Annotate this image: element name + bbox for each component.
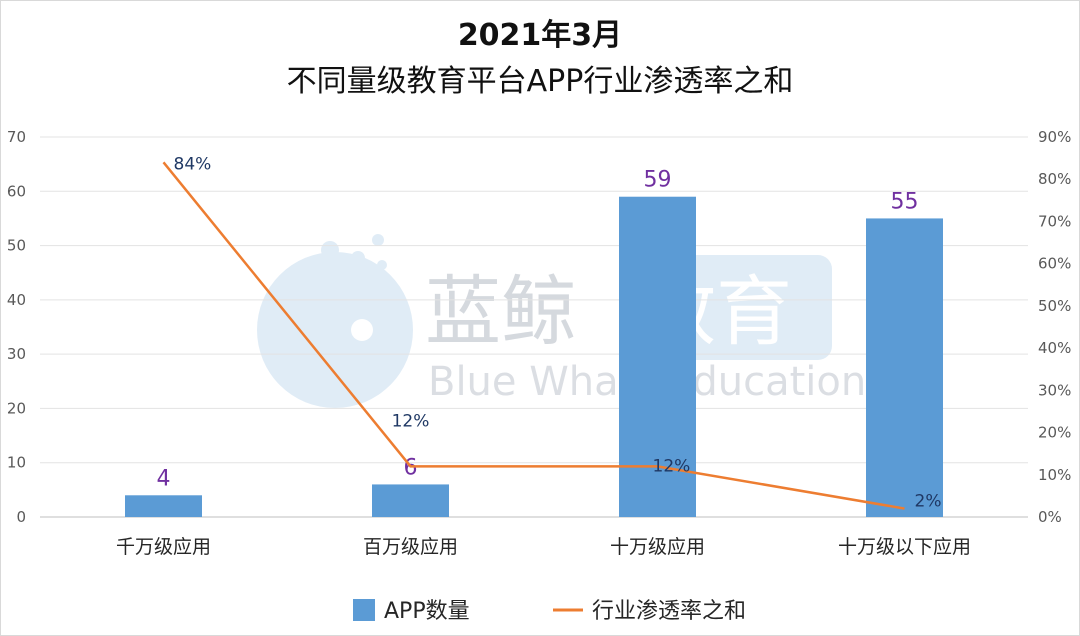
y-left-tick-label: 70: [7, 128, 26, 146]
y-axis-left: 0 10 20 30 40 50 60 70: [7, 128, 26, 526]
y-right-tick-label: 0%: [1038, 508, 1062, 526]
watermark-drop: [377, 260, 387, 270]
y-right-tick-label: 80%: [1038, 170, 1071, 188]
chart-title: 2021年3月: [457, 18, 623, 53]
y-right-tick-label: 20%: [1038, 424, 1071, 442]
y-right-tick-label: 50%: [1038, 297, 1071, 315]
line-data-label: 12%: [392, 411, 430, 431]
y-right-tick-label: 40%: [1038, 339, 1071, 357]
legend-bar-label: APP数量: [384, 599, 470, 624]
bar: [619, 196, 696, 517]
y-right-tick-label: 10%: [1038, 466, 1071, 484]
x-category-label: 千万级应用: [116, 536, 211, 558]
watermark-text-cn: 蓝鲸: [425, 267, 577, 356]
x-category-label: 百万级应用: [363, 536, 458, 558]
watermark-drop: [372, 234, 384, 246]
gridlines: [40, 136, 1028, 518]
watermark: 蓝鲸 教育 Blue Whale Education: [257, 234, 866, 408]
watermark-drop: [351, 251, 365, 265]
bar-data-label: 59: [644, 168, 672, 193]
bar-data-label: 55: [891, 189, 919, 214]
watermark-whale-icon: [257, 252, 413, 408]
legend: APP数量 行业渗透率之和: [353, 599, 746, 624]
line-data-label: 84%: [174, 154, 212, 174]
x-category-label: 十万级应用: [610, 536, 705, 558]
y-axis-right: 0% 10% 20% 30% 40% 50% 60% 70% 80% 90%: [1038, 128, 1071, 526]
bar: [125, 495, 202, 517]
legend-bar-swatch: [353, 599, 375, 621]
legend-line-label: 行业渗透率之和: [592, 599, 746, 624]
y-left-tick-label: 50: [7, 237, 26, 255]
y-right-tick-label: 90%: [1038, 128, 1071, 146]
y-right-tick-label: 60%: [1038, 255, 1071, 273]
x-axis: 千万级应用 百万级应用 十万级应用 十万级以下应用: [116, 536, 971, 558]
line-data-label: 2%: [915, 492, 942, 512]
y-left-tick-label: 0: [16, 508, 26, 526]
y-left-tick-label: 10: [7, 454, 26, 472]
y-left-tick-label: 20: [7, 399, 26, 417]
y-left-tick-label: 30: [7, 345, 26, 363]
y-right-tick-label: 70%: [1038, 212, 1071, 230]
bar: [372, 484, 449, 517]
y-left-tick-label: 40: [7, 291, 26, 309]
series-line: [162, 161, 905, 510]
x-category-label: 十万级以下应用: [838, 536, 971, 558]
watermark-whale-eye: [351, 319, 373, 341]
line-series: 84% 12% 12% 2%: [162, 154, 942, 512]
bar: [866, 218, 943, 517]
chart-subtitle: 不同量级教育平台APP行业渗透率之和: [286, 64, 794, 99]
line-data-label: 12%: [653, 456, 691, 476]
y-left-tick-label: 60: [7, 182, 26, 200]
y-right-tick-label: 30%: [1038, 381, 1071, 399]
bar-data-label: 4: [157, 466, 171, 491]
watermark-drop: [321, 241, 339, 259]
